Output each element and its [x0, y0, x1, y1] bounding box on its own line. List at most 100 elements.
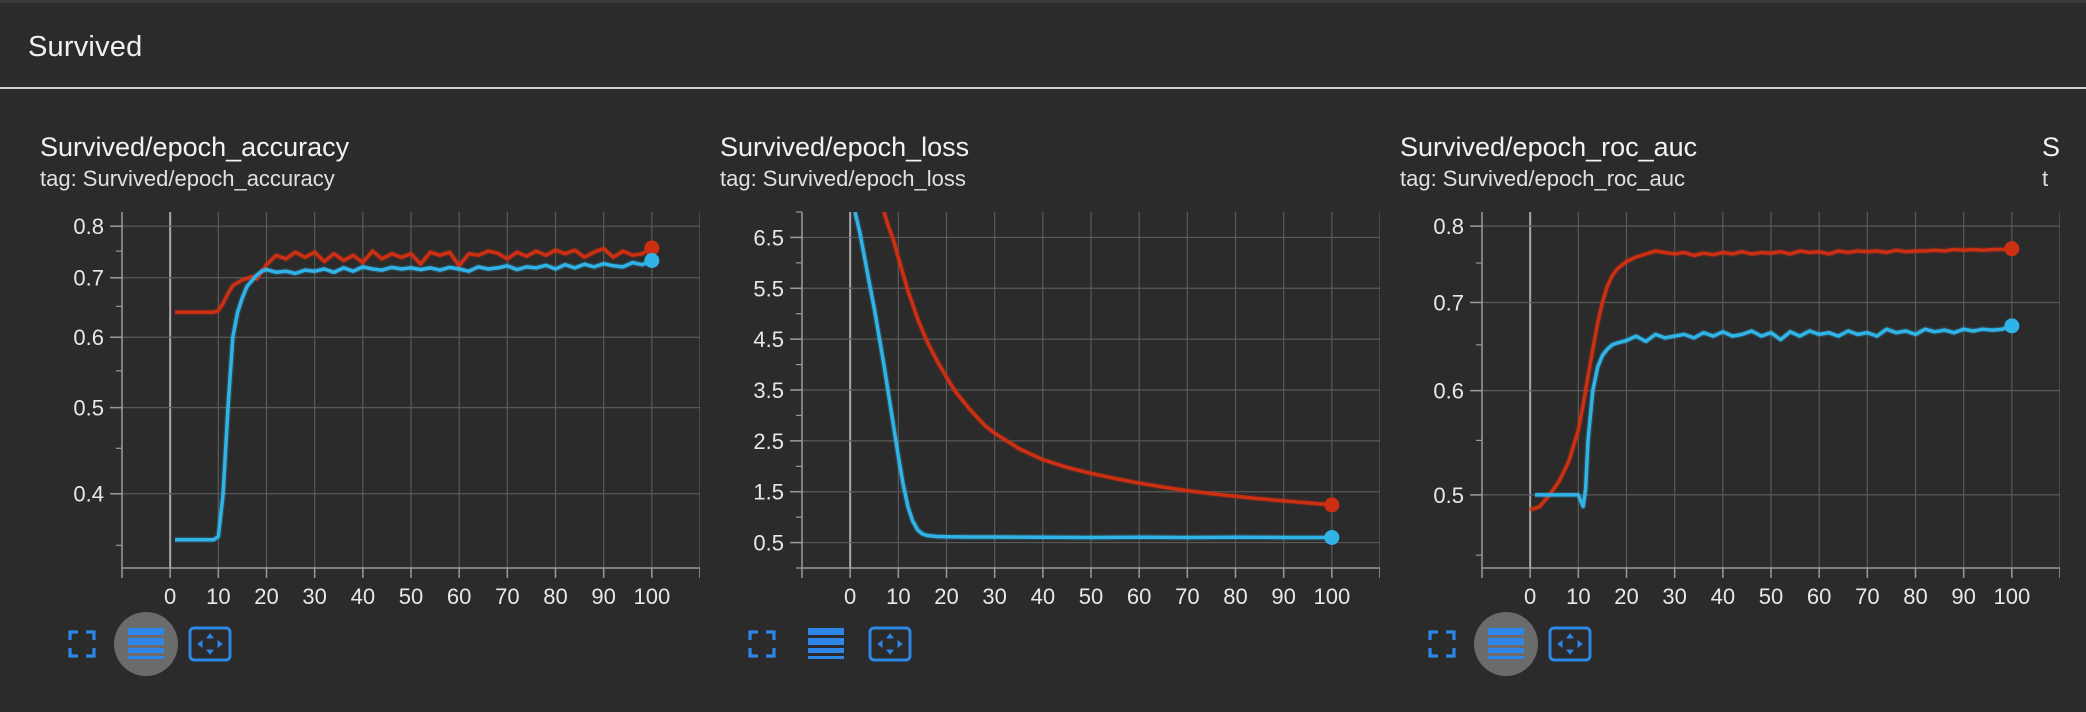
x-tick-label: 40	[351, 584, 375, 608]
fullscreen-icon	[1427, 629, 1457, 659]
log-scale-button[interactable]	[114, 612, 178, 676]
chart-plot-epoch-roc-auc[interactable]: 0 10 20 30 40 50 60 70 80 90 100 0.8 0.7 0.6 0.5	[1400, 208, 2060, 608]
x-tick-label: 10	[1566, 584, 1590, 608]
chart-card-epoch-roc-auc: Survived/epoch_roc_auc tag: Survived/epo…	[1400, 118, 2060, 712]
series-line-shadow-red	[881, 212, 1333, 508]
chart-tag: tag: Survived/epoch_loss	[720, 166, 966, 191]
x-tick-label: 80	[1223, 584, 1247, 608]
series-end-point-red	[644, 240, 660, 256]
y-tick-label: 2.5	[753, 429, 784, 454]
y-tick-label: 4.5	[753, 327, 784, 352]
x-tick-label: 70	[1855, 584, 1879, 608]
x-tick-label: 20	[934, 584, 958, 608]
fit-domain-icon	[188, 626, 232, 662]
top-border	[0, 0, 2086, 3]
chart-title: Survived/epoch_accuracy	[40, 132, 350, 162]
chart-tag: tag: Survived/epoch_accuracy	[40, 166, 335, 191]
fullscreen-button[interactable]	[1410, 612, 1474, 676]
x-tick-label: 50	[1759, 584, 1783, 608]
x-tick-label: 0	[844, 584, 856, 608]
chart-plot-epoch-accuracy[interactable]: 0 10 20 30 40 50 60 70 80 90 100 0.8 0.7 0.6 0.5 0.4	[40, 208, 700, 608]
series-end-point-blue	[2004, 318, 2020, 334]
series-end-point-red	[1324, 497, 1340, 513]
section-header[interactable]: Survived	[0, 3, 2086, 89]
fit-domain-button[interactable]	[178, 612, 242, 676]
y-tick-label: 0.8	[73, 214, 104, 239]
chart-grid	[110, 212, 700, 578]
chart-grid	[790, 211, 1380, 578]
y-tick-label: 0.6	[1433, 379, 1464, 404]
x-tick-label: 60	[1807, 584, 1831, 608]
x-tick-label: 60	[1127, 584, 1151, 608]
x-tick-label: 100	[633, 584, 670, 608]
fullscreen-icon	[747, 629, 777, 659]
series-line-red	[1529, 246, 2012, 512]
x-tick-label: 10	[886, 584, 910, 608]
fit-domain-icon	[868, 626, 912, 662]
log-scale-icon	[1486, 626, 1526, 662]
x-tick-label: 40	[1711, 584, 1735, 608]
fit-domain-button[interactable]	[1538, 612, 1602, 676]
x-tick-label: 80	[543, 584, 567, 608]
fullscreen-button[interactable]	[50, 612, 114, 676]
x-tick-label: 30	[1662, 584, 1686, 608]
x-tick-label: 100	[1993, 584, 2030, 608]
x-tick-label: 90	[1271, 584, 1295, 608]
series-end-point-red	[2004, 241, 2020, 257]
cutoff-chart-tag: t	[2042, 166, 2049, 191]
fullscreen-icon	[67, 629, 97, 659]
x-tick-label: 20	[1614, 584, 1638, 608]
chart-card-epoch-accuracy: Survived/epoch_accuracy tag: Survived/ep…	[40, 118, 700, 712]
y-tick-label: 0.6	[73, 325, 104, 350]
chart-plot-epoch-loss[interactable]: 0 10 20 30 40 50 60 70 80 90 100 6.5 5.5 4.5 3.5 2.5 1.5…	[720, 208, 1380, 608]
x-tick-label: 70	[1175, 584, 1199, 608]
x-tick-label: 40	[1031, 584, 1055, 608]
x-tick-label: 90	[1951, 584, 1975, 608]
x-tick-label: 100	[1313, 584, 1350, 608]
fit-domain-icon	[1548, 626, 1592, 662]
x-tick-label: 30	[302, 584, 326, 608]
log-scale-button[interactable]	[1474, 612, 1538, 676]
x-tick-label: 0	[164, 584, 176, 608]
chart-grid	[1470, 212, 2060, 578]
x-tick-label: 70	[495, 584, 519, 608]
x-tick-label: 80	[1903, 584, 1927, 608]
y-tick-label: 0.8	[1433, 214, 1464, 239]
fullscreen-button[interactable]	[730, 612, 794, 676]
chart-title: Survived/epoch_loss	[720, 132, 970, 162]
series-end-point-blue	[644, 252, 660, 268]
x-tick-label: 50	[399, 584, 423, 608]
x-tick-label: 60	[447, 584, 471, 608]
y-tick-label: 0.5	[1433, 483, 1464, 508]
log-scale-icon	[806, 626, 846, 662]
y-tick-label: 0.5	[73, 396, 104, 421]
series-end-point-blue	[1324, 529, 1340, 545]
series-line-red	[882, 212, 1332, 507]
x-tick-label: 30	[982, 584, 1006, 608]
x-tick-label: 0	[1524, 584, 1536, 608]
series-line-shadow-blue	[852, 212, 1332, 541]
y-tick-label: 5.5	[753, 276, 784, 301]
log-scale-button[interactable]	[794, 612, 858, 676]
series-line-blue	[1535, 324, 2013, 509]
y-tick-label: 0.7	[73, 266, 104, 291]
section-title: Survived	[28, 31, 143, 63]
y-tick-label: 0.4	[73, 482, 104, 507]
y-tick-label: 0.5	[753, 531, 784, 556]
x-tick-label: 50	[1079, 584, 1103, 608]
chart-tag: tag: Survived/epoch_roc_auc	[1400, 166, 1685, 191]
y-tick-label: 1.5	[753, 480, 784, 505]
y-tick-label: 0.7	[1433, 290, 1464, 315]
y-tick-label: 6.5	[753, 225, 784, 250]
chart-card-epoch-loss: Survived/epoch_loss tag: Survived/epoch_…	[720, 118, 1380, 712]
fit-domain-button[interactable]	[858, 612, 922, 676]
series-line-blue	[853, 212, 1332, 540]
series-line-shadow-blue	[175, 257, 654, 543]
y-tick-label: 3.5	[753, 378, 784, 403]
x-tick-label: 20	[254, 584, 278, 608]
x-tick-label: 90	[591, 584, 615, 608]
cutoff-chart-title: S	[2042, 132, 2061, 162]
log-scale-icon	[126, 626, 166, 662]
series-line-blue	[175, 258, 653, 542]
chart-title: Survived/epoch_roc_auc	[1400, 132, 1698, 162]
